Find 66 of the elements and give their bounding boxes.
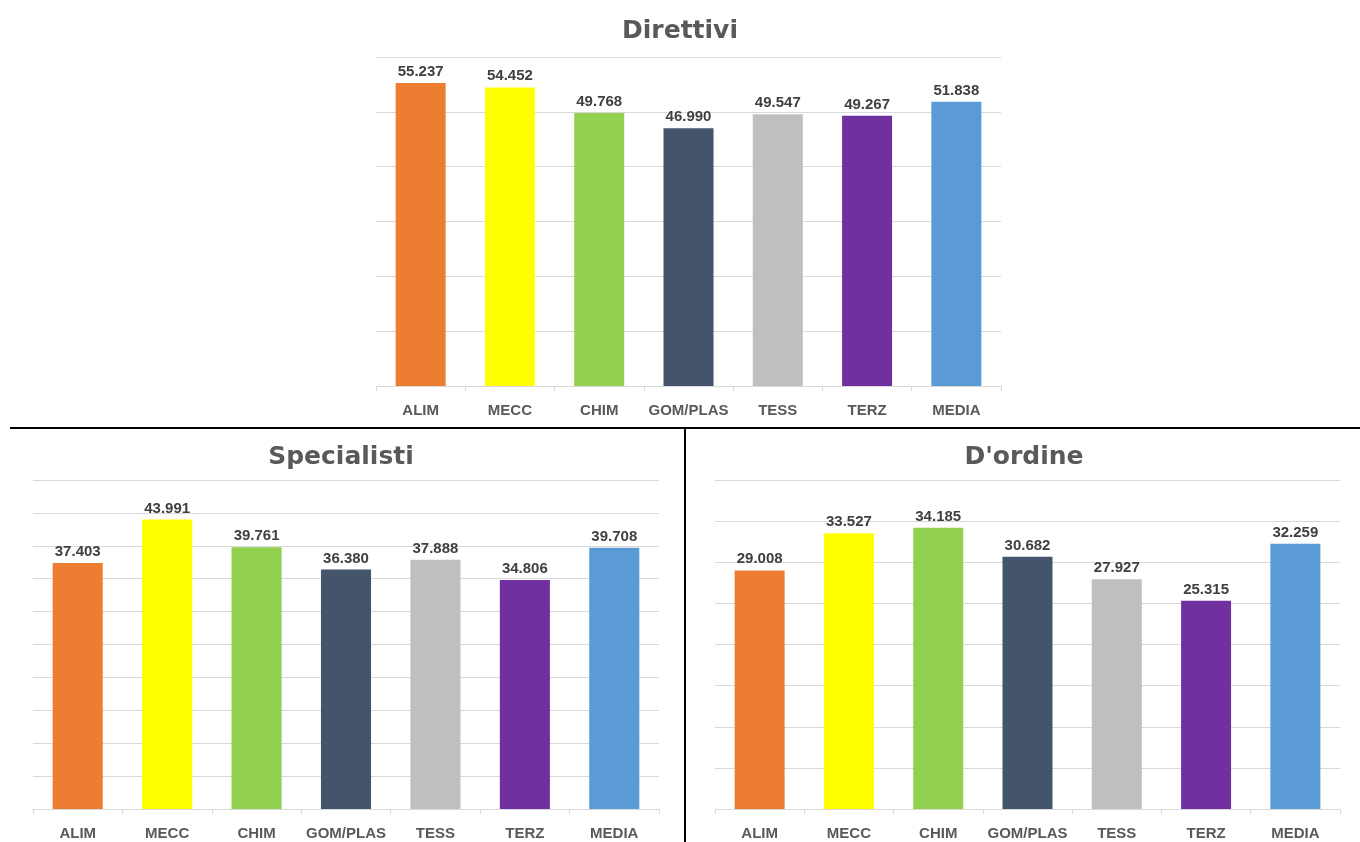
x-tick-label: ALIM [402, 401, 439, 418]
data-label: 43.991 [144, 498, 191, 516]
data-label: 33.527 [825, 512, 872, 530]
data-label: 51.838 [933, 80, 980, 98]
bar [52, 562, 103, 809]
x-tick-label: CHIM [919, 824, 958, 841]
bar [142, 519, 193, 809]
bar [913, 527, 964, 809]
x-tick-label: TESS [758, 401, 798, 418]
bar [734, 570, 785, 809]
x-tick-label: TERZ [1186, 824, 1226, 841]
bar [320, 569, 372, 809]
data-label: 37.888 [412, 538, 459, 556]
data-label: 25.315 [1183, 579, 1230, 597]
data-label: 49.768 [576, 92, 623, 110]
x-tick-label: MEDIA [932, 401, 981, 418]
bar [395, 83, 446, 386]
x-tick-label: GOM/PLAS [305, 824, 387, 841]
bar [1270, 543, 1321, 809]
data-label: 55.237 [397, 62, 444, 80]
data-label: 30.682 [1004, 535, 1051, 553]
x-tick-label: CHIM [580, 401, 619, 418]
chart-title: Specialisti [268, 441, 414, 470]
chart-title: Direttivi [622, 15, 738, 44]
chart-title: D'ordine [964, 441, 1084, 470]
x-tick-label: MEDIA [590, 824, 639, 841]
x-tick-label: TERZ [847, 401, 887, 418]
x-tick-label: MECC [145, 824, 190, 841]
data-label: 34.806 [501, 558, 548, 576]
x-tick-label: MEDIA [1271, 824, 1320, 841]
bar [823, 533, 874, 809]
x-tick-label: ALIM [59, 824, 97, 841]
x-tick-label: CHIM [237, 824, 276, 841]
data-label: 49.267 [844, 94, 891, 112]
data-label: 49.547 [754, 93, 801, 111]
x-tick-label: MECC [487, 401, 533, 418]
x-tick-label: GOM/PLAS [987, 824, 1068, 841]
data-label: 29.008 [736, 549, 783, 567]
data-label: 36.380 [323, 548, 369, 566]
bar [574, 113, 625, 386]
bar [484, 87, 535, 386]
bar [410, 559, 461, 809]
bar [842, 115, 893, 386]
bar [931, 101, 982, 386]
data-label: 34.185 [915, 506, 962, 524]
bar [663, 128, 714, 386]
data-label: 54.452 [486, 66, 533, 84]
data-label: 46.990 [665, 107, 712, 125]
bar [499, 579, 550, 809]
data-label: 39.761 [233, 526, 280, 544]
bar [1181, 600, 1232, 809]
x-tick-label: TESS [1097, 824, 1137, 841]
bar [752, 114, 803, 386]
x-tick-label: GOM/PLAS [648, 401, 729, 418]
data-label: 27.927 [1093, 558, 1140, 576]
data-label: 37.403 [54, 541, 101, 559]
bar [231, 547, 282, 809]
x-tick-label: MECC [826, 824, 872, 841]
x-tick-label: ALIM [741, 824, 778, 841]
bar [1091, 579, 1142, 809]
bar [1002, 556, 1053, 809]
data-label: 39.708 [591, 526, 638, 544]
x-tick-label: TERZ [505, 824, 545, 841]
bar [589, 547, 640, 809]
data-label: 32.259 [1272, 522, 1319, 540]
x-tick-label: TESS [415, 824, 456, 841]
